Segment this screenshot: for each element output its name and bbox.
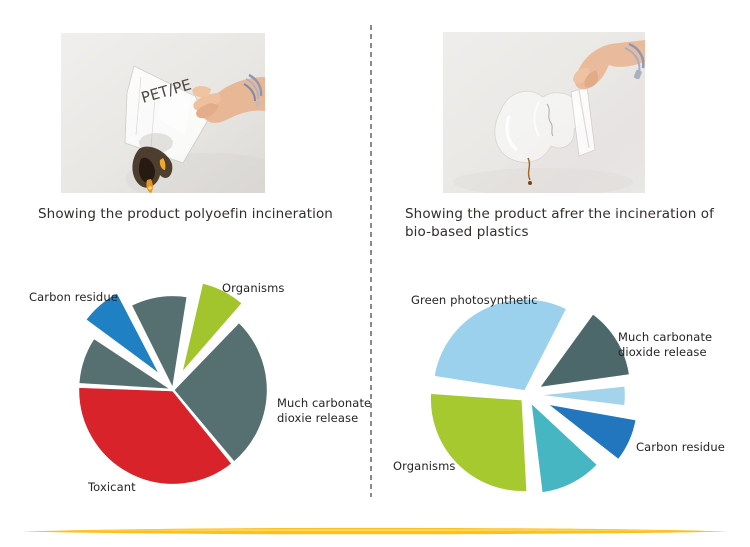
pie-slice-label: Carbon residue xyxy=(636,440,725,454)
pie-slice-label: Organisms xyxy=(393,459,456,473)
bracelet xyxy=(624,42,645,80)
plastic-bag xyxy=(494,86,596,185)
pie-slice xyxy=(76,385,234,487)
dashed-divider xyxy=(370,25,372,497)
pie-right xyxy=(428,297,639,495)
burn-residue-dot xyxy=(528,181,532,185)
caption-bio-based: Showing the product afrer the incinerati… xyxy=(405,206,714,241)
plastic-bag: PET/PE xyxy=(124,65,209,164)
pie-slice xyxy=(129,293,190,392)
bracelet xyxy=(243,73,263,107)
photo-polyolefin-burning: PET/PE xyxy=(61,33,265,193)
pie-slice xyxy=(536,311,632,390)
faint-marker-scribble xyxy=(546,103,554,137)
panel-bio-based: Showing the product afrer the incinerati… xyxy=(372,0,750,547)
pie-slice-label: Green photosynthetic xyxy=(411,293,538,307)
pie-slice xyxy=(428,391,529,494)
pie-slice-label: Much carbonate dioxide release xyxy=(618,330,713,359)
burn-residue-drip xyxy=(527,157,531,181)
pie-slice-label: Carbon residue xyxy=(29,290,118,304)
flame-charring xyxy=(132,133,173,193)
pie-slice xyxy=(171,320,270,464)
pie-slice xyxy=(179,281,245,377)
pie-slice-label: Toxicant xyxy=(88,480,136,494)
pie-left xyxy=(76,281,270,487)
panel-polyolefin: PET/PE xyxy=(0,0,371,547)
pie-slice xyxy=(76,336,175,392)
pie-slice-label: Much carbonate dioxie release xyxy=(277,396,372,425)
pie-slice xyxy=(83,290,163,378)
pie-slice-label: Organisms xyxy=(222,281,285,295)
pie-slice xyxy=(528,400,600,495)
photo-shadow xyxy=(453,168,633,193)
underline-stroke xyxy=(22,527,728,535)
hand-holding-bag xyxy=(573,40,645,90)
pie-slice xyxy=(544,401,639,462)
photo-bio-based-bag xyxy=(443,32,645,193)
pie-slice xyxy=(432,297,569,393)
caption-polyolefin: Showing the product polyoefin incinerati… xyxy=(38,206,333,222)
pie-slice xyxy=(531,384,628,408)
